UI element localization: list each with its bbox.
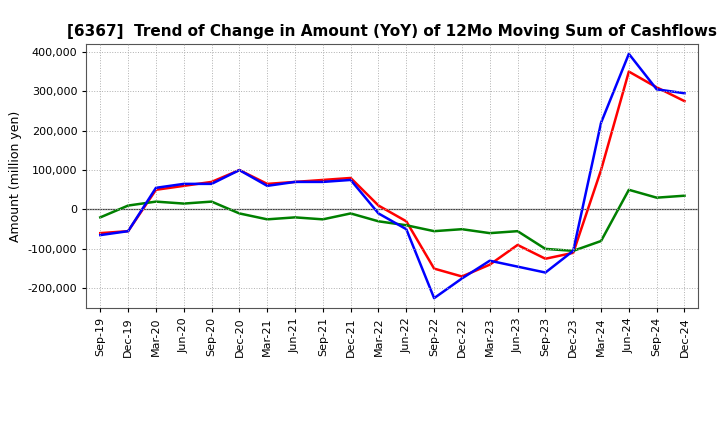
- Operating Cashflow: [263, 181, 271, 187]
- Operating Cashflow: [346, 175, 355, 180]
- Free Cashflow: [430, 296, 438, 301]
- Free Cashflow: [569, 248, 577, 253]
- Free Cashflow: [485, 258, 494, 264]
- Investing Cashflow: [291, 215, 300, 220]
- Operating Cashflow: [597, 168, 606, 173]
- Free Cashflow: [624, 51, 633, 56]
- Line: Free Cashflow: Free Cashflow: [100, 54, 685, 298]
- Free Cashflow: [235, 168, 243, 173]
- Title: [6367]  Trend of Change in Amount (YoY) of 12Mo Moving Sum of Cashflows: [6367] Trend of Change in Amount (YoY) o…: [68, 24, 717, 39]
- Operating Cashflow: [179, 183, 188, 188]
- Free Cashflow: [96, 232, 104, 238]
- Operating Cashflow: [152, 187, 161, 192]
- Operating Cashflow: [624, 69, 633, 74]
- Investing Cashflow: [402, 223, 410, 228]
- Free Cashflow: [207, 181, 216, 187]
- Operating Cashflow: [318, 177, 327, 183]
- Investing Cashflow: [485, 231, 494, 236]
- Free Cashflow: [680, 91, 689, 96]
- Investing Cashflow: [624, 187, 633, 192]
- Free Cashflow: [346, 177, 355, 183]
- Operating Cashflow: [207, 179, 216, 184]
- Investing Cashflow: [346, 211, 355, 216]
- Free Cashflow: [458, 276, 467, 281]
- Investing Cashflow: [458, 227, 467, 232]
- Free Cashflow: [124, 228, 132, 234]
- Operating Cashflow: [430, 266, 438, 271]
- Investing Cashflow: [263, 217, 271, 222]
- Investing Cashflow: [430, 228, 438, 234]
- Operating Cashflow: [485, 262, 494, 267]
- Investing Cashflow: [179, 201, 188, 206]
- Operating Cashflow: [513, 242, 522, 248]
- Investing Cashflow: [513, 228, 522, 234]
- Operating Cashflow: [402, 219, 410, 224]
- Line: Investing Cashflow: Investing Cashflow: [100, 190, 685, 251]
- Free Cashflow: [513, 264, 522, 269]
- Operating Cashflow: [291, 179, 300, 184]
- Free Cashflow: [179, 181, 188, 187]
- Operating Cashflow: [652, 85, 661, 90]
- Operating Cashflow: [374, 203, 383, 208]
- Free Cashflow: [318, 179, 327, 184]
- Free Cashflow: [374, 211, 383, 216]
- Investing Cashflow: [374, 219, 383, 224]
- Investing Cashflow: [541, 246, 550, 252]
- Operating Cashflow: [96, 231, 104, 236]
- Free Cashflow: [402, 227, 410, 232]
- Investing Cashflow: [569, 248, 577, 253]
- Operating Cashflow: [235, 168, 243, 173]
- Free Cashflow: [597, 120, 606, 125]
- Investing Cashflow: [318, 217, 327, 222]
- Free Cashflow: [291, 179, 300, 184]
- Y-axis label: Amount (million yen): Amount (million yen): [9, 110, 22, 242]
- Investing Cashflow: [680, 193, 689, 198]
- Investing Cashflow: [96, 215, 104, 220]
- Investing Cashflow: [597, 238, 606, 244]
- Line: Operating Cashflow: Operating Cashflow: [100, 72, 685, 276]
- Operating Cashflow: [541, 256, 550, 261]
- Investing Cashflow: [207, 199, 216, 204]
- Operating Cashflow: [569, 250, 577, 256]
- Operating Cashflow: [680, 99, 689, 104]
- Operating Cashflow: [458, 274, 467, 279]
- Investing Cashflow: [235, 211, 243, 216]
- Free Cashflow: [652, 87, 661, 92]
- Investing Cashflow: [652, 195, 661, 200]
- Free Cashflow: [541, 270, 550, 275]
- Free Cashflow: [152, 185, 161, 191]
- Investing Cashflow: [152, 199, 161, 204]
- Free Cashflow: [263, 183, 271, 188]
- Investing Cashflow: [124, 203, 132, 208]
- Operating Cashflow: [124, 228, 132, 234]
